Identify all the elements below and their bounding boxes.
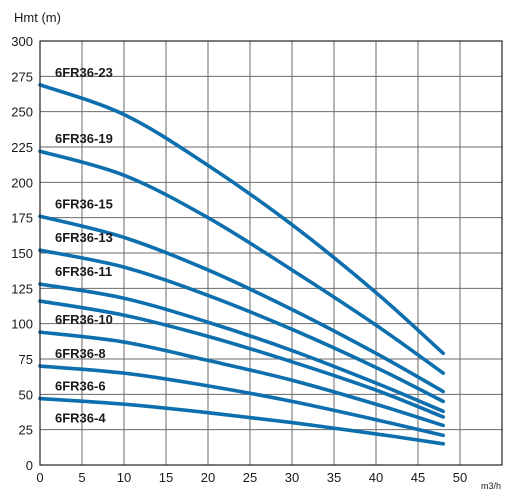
series-curve [38, 282, 445, 414]
series-curve [38, 330, 445, 428]
y-tick-label: 250 [11, 105, 33, 120]
x-tick-label: 45 [411, 470, 425, 485]
series-label: 6FR36-15 [55, 196, 113, 211]
y-tick-label: 225 [11, 140, 33, 155]
y-tick-label: 50 [19, 387, 33, 402]
series-curve [38, 83, 445, 356]
y-tick-label: 0 [26, 458, 33, 473]
x-tick-label: 0 [36, 470, 43, 485]
x-tick-label: 30 [285, 470, 299, 485]
y-axis-title: Hmt (m) [14, 10, 61, 25]
series-label: 6FR36-23 [55, 65, 113, 80]
x-axis-unit: m3/h [481, 481, 501, 491]
y-tick-label: 300 [11, 34, 33, 49]
y-tick-label: 100 [11, 317, 33, 332]
series-label: 6FR36-11 [55, 264, 112, 279]
y-tick-label: 75 [19, 352, 33, 367]
x-tick-label: 50 [453, 470, 467, 485]
series-label: 6FR36-10 [55, 312, 113, 327]
y-tick-label: 275 [11, 69, 33, 84]
series-label: 6FR36-4 [55, 411, 106, 426]
curves [38, 83, 445, 446]
series-label: 6FR36-13 [55, 230, 113, 245]
y-tick-label: 200 [11, 175, 33, 190]
series-curve [38, 214, 445, 394]
series-curve [38, 149, 445, 375]
x-tick-label: 10 [117, 470, 131, 485]
series-curve [38, 299, 445, 419]
series-labels: 6FR36-23 6FR36-19 6FR36-15 6FR36-13 6FR36-11… [55, 65, 113, 426]
y-tick-label: 175 [11, 211, 33, 226]
tick-labels: 0 5 10 15 20 25 30 35 40 45 50 0 25 50 75 100 125 150 175 2… [11, 34, 467, 485]
series-label: 6FR36-19 [55, 131, 113, 146]
plot-frame [39, 40, 503, 466]
series-curve [38, 248, 445, 404]
series-label: 6FR36-8 [55, 346, 106, 361]
x-tick-label: 35 [327, 470, 341, 485]
x-tick-label: 25 [243, 470, 257, 485]
series-label: 6FR36-6 [55, 379, 106, 394]
series-curve [38, 396, 445, 446]
y-tick-label: 150 [11, 246, 33, 261]
x-tick-label: 40 [369, 470, 383, 485]
x-tick-label: 5 [78, 470, 85, 485]
y-tick-label: 125 [11, 281, 33, 296]
y-tick-label: 25 [19, 423, 33, 438]
x-tick-label: 20 [201, 470, 215, 485]
x-tick-label: 15 [159, 470, 173, 485]
series-curve [38, 364, 445, 438]
